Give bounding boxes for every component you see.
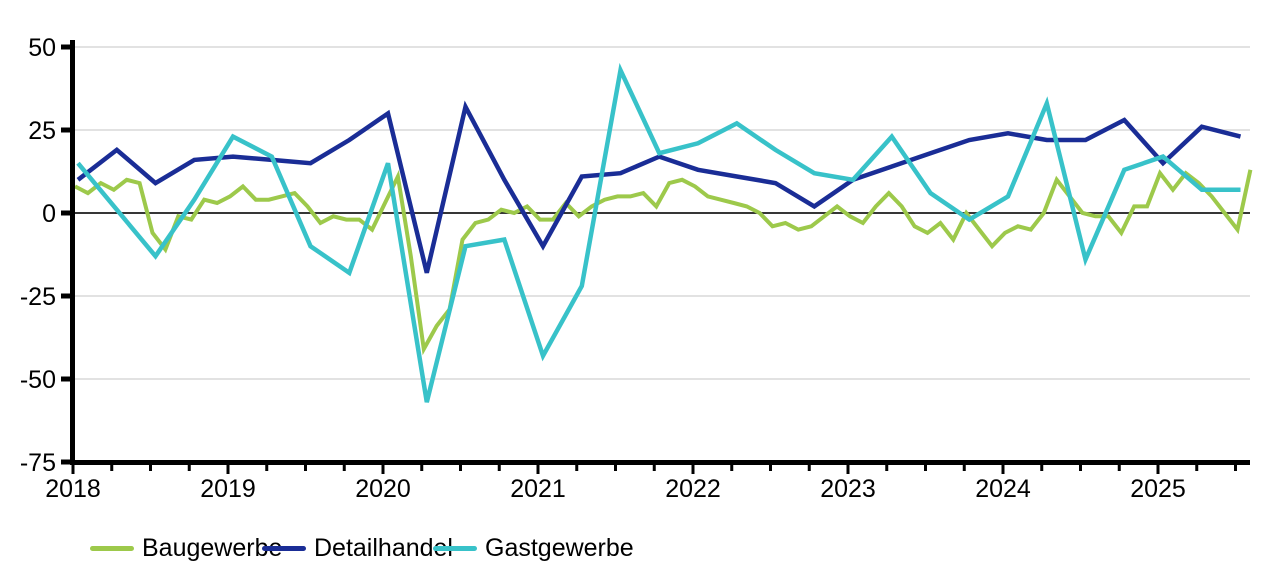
x-year-tick <box>226 465 230 474</box>
x-quarter-tick <box>614 465 617 471</box>
x-year-tick <box>846 465 850 474</box>
x-tick-label: 2020 <box>355 475 411 503</box>
baugewerbe-swatch-icon <box>90 545 134 551</box>
x-quarter-tick <box>342 465 346 471</box>
series-line-baugewerbe <box>74 169 1253 356</box>
y-tick-label: -75 <box>20 449 56 477</box>
x-quarter-tick <box>110 465 114 471</box>
x-quarter-tick <box>187 465 191 471</box>
legend-item-baugewerbe: Baugewerbe <box>90 533 282 563</box>
detailhandel-swatch-icon <box>262 545 306 551</box>
legend-label: Gastgewerbe <box>485 534 634 562</box>
x-quarter-tick <box>1117 465 1121 471</box>
x-year-tick <box>536 465 540 474</box>
y-tick <box>61 127 70 133</box>
y-tick-label: 0 <box>42 200 56 228</box>
x-axis-spine <box>70 460 1250 465</box>
x-tick-label: 2018 <box>45 475 101 503</box>
x-quarter-tick <box>1040 465 1044 471</box>
x-quarter-tick <box>265 465 269 471</box>
legend-label: Baugewerbe <box>142 534 283 562</box>
x-year-tick <box>381 465 385 474</box>
x-tick-label: 2025 <box>1130 475 1186 503</box>
y-tick-label: 25 <box>28 117 56 145</box>
x-quarter-tick <box>807 465 811 471</box>
x-year-tick <box>691 465 695 474</box>
y-tick <box>61 376 70 382</box>
x-year-tick <box>71 465 75 474</box>
x-quarter-tick <box>652 465 656 471</box>
series-line-gastgewerbe <box>76 62 1241 403</box>
x-quarter-tick <box>730 465 734 471</box>
x-quarter-tick <box>497 465 501 471</box>
x-tick-label: 2022 <box>665 475 721 503</box>
x-quarter-tick <box>575 465 579 471</box>
chart-legend: Baugewerbe Detailhandel Gastgewerbe <box>0 533 1280 563</box>
y-tick <box>61 293 70 299</box>
x-quarter-tick <box>1079 465 1082 471</box>
y-tick <box>61 44 70 50</box>
x-year-tick <box>1156 465 1160 474</box>
y-tick <box>61 459 70 465</box>
x-tick-label: 2019 <box>200 475 256 503</box>
x-quarter-tick <box>420 465 424 471</box>
x-tick-label: 2024 <box>975 475 1031 503</box>
legend-label: Detailhandel <box>314 534 453 562</box>
x-quarter-tick <box>1195 465 1199 471</box>
y-tick-label: -25 <box>20 283 56 311</box>
gastgewerbe-swatch-icon <box>433 545 477 551</box>
legend-item-detailhandel: Detailhandel <box>262 533 453 563</box>
x-quarter-tick <box>769 465 772 471</box>
x-quarter-tick <box>962 465 966 471</box>
y-axis-spine <box>70 40 75 465</box>
x-quarter-tick <box>924 465 927 471</box>
legend-item-gastgewerbe: Gastgewerbe <box>433 533 634 563</box>
x-tick-label: 2023 <box>820 475 876 503</box>
x-quarter-tick <box>459 465 462 471</box>
y-tick <box>61 210 70 216</box>
y-tick-label: -50 <box>20 366 56 394</box>
x-quarter-tick <box>304 465 307 471</box>
x-quarter-tick <box>885 465 889 471</box>
x-tick-label: 2021 <box>510 475 566 503</box>
y-tick-label: 50 <box>28 34 56 62</box>
x-quarter-tick <box>149 465 152 471</box>
x-year-tick <box>1001 465 1005 474</box>
x-quarter-tick <box>1234 465 1237 471</box>
